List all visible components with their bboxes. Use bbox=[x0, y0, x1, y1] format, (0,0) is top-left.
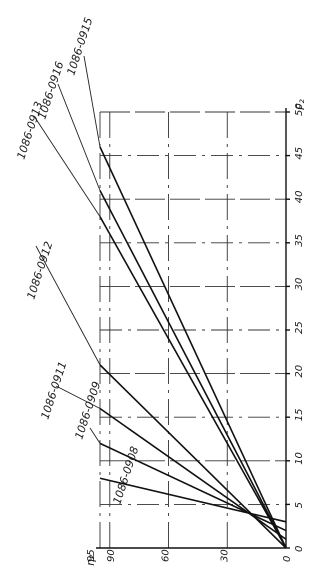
series-leader-line bbox=[89, 427, 101, 444]
series-leader-line bbox=[33, 115, 101, 217]
x-tick-label: 30 bbox=[294, 278, 305, 291]
series-label: 1086-0909 bbox=[72, 380, 103, 441]
x-tick-label: 50 bbox=[294, 103, 305, 116]
x-tick-label: 0 bbox=[294, 546, 305, 552]
series-line bbox=[99, 442, 287, 532]
y-tick-label: 95 bbox=[86, 549, 97, 562]
series-line bbox=[99, 190, 287, 549]
y-tick-label: 0 bbox=[282, 556, 293, 562]
x-tick-label: 25 bbox=[294, 321, 305, 334]
series-line bbox=[99, 364, 287, 549]
series-leader-line bbox=[83, 55, 101, 147]
series-line bbox=[99, 477, 287, 523]
y-axis-label: η₂ bbox=[84, 554, 97, 566]
series-label: 1086-0912 bbox=[24, 240, 55, 301]
series-line bbox=[99, 216, 287, 549]
x-axis-label: F₂ bbox=[294, 99, 307, 110]
series-leader-line bbox=[35, 245, 101, 366]
y-tick-label: 60 bbox=[161, 549, 172, 562]
series-leader-line bbox=[55, 385, 101, 409]
series-label: 1086-0916 bbox=[35, 60, 66, 121]
x-tick-label: 5 bbox=[294, 502, 305, 508]
series-line bbox=[99, 146, 287, 549]
series-label: 1086-0915 bbox=[64, 16, 95, 77]
series-label: 1086-0908 bbox=[110, 445, 141, 506]
x-tick-label: 40 bbox=[294, 190, 305, 203]
y-tick-label: 90 bbox=[106, 549, 117, 562]
x-tick-label: 15 bbox=[294, 408, 305, 421]
x-tick-label: 35 bbox=[294, 234, 305, 247]
x-tick-label: 20 bbox=[294, 365, 305, 378]
series-leader-line bbox=[57, 83, 101, 191]
y-tick-label: 30 bbox=[219, 549, 230, 562]
x-tick-label: 45 bbox=[294, 147, 305, 160]
x-tick-label: 10 bbox=[294, 452, 305, 465]
